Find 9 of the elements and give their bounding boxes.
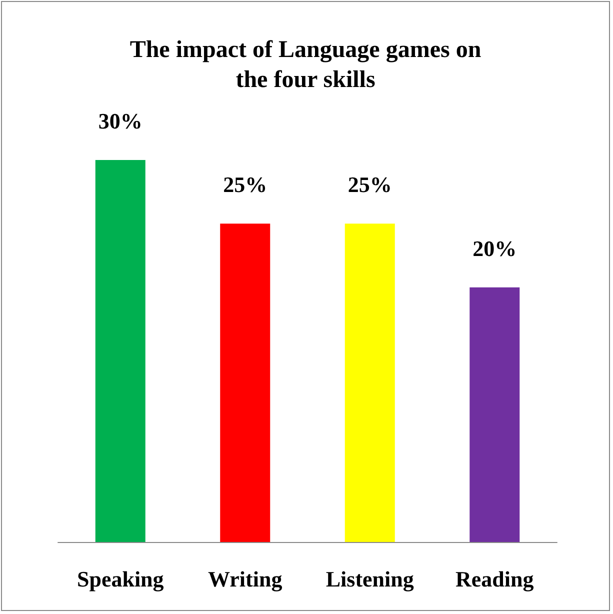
data-label: 30% [98, 108, 142, 134]
data-label: 25% [223, 172, 268, 198]
x-tick-label: Listening [326, 566, 414, 592]
x-tick-label: Reading [456, 566, 534, 592]
x-tick-label: Speaking [76, 566, 164, 592]
data-label: 20% [472, 236, 517, 261]
data-label: 25% [348, 172, 392, 198]
x-tick-label: Writing [208, 566, 282, 592]
chart-title: The impact of Language games on the four skills [130, 37, 482, 93]
